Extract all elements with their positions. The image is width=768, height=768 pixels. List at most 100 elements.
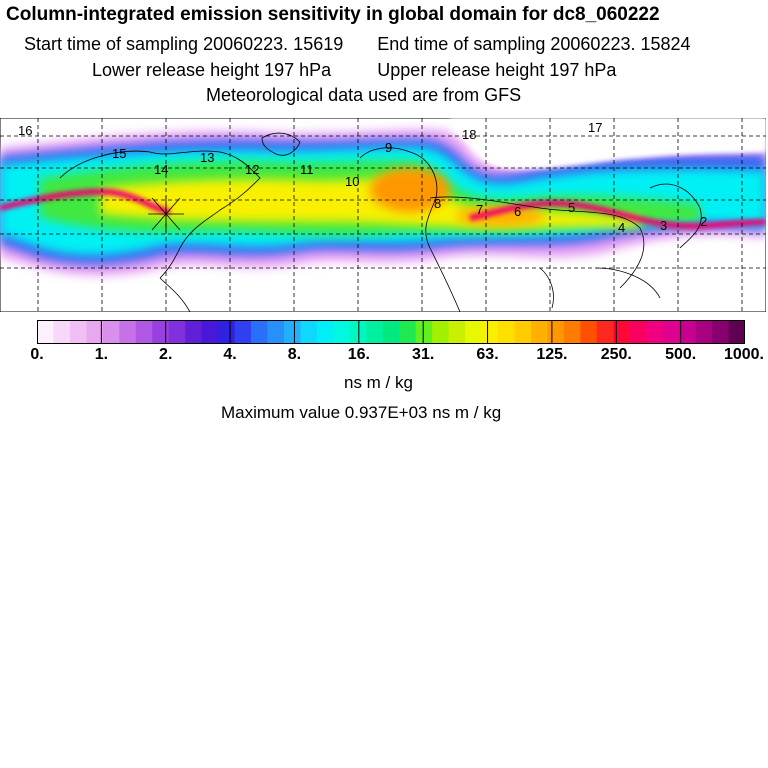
sampling-times: Start time of sampling 20060223. 15619 E… <box>24 34 691 55</box>
colorbar-tick-label: 2. <box>159 346 173 363</box>
colorbar-frame <box>37 320 745 344</box>
colorbar-swatch <box>415 320 433 344</box>
colorbar-tick-label: 4. <box>223 346 237 363</box>
max-label: Maximum value <box>221 403 341 422</box>
colorbar-swatch <box>712 320 730 344</box>
upper-height-label: Upper release height <box>377 60 545 80</box>
plume-gap <box>450 118 766 170</box>
lat-lon-grid <box>0 118 766 312</box>
colorbar-tick-label: 0. <box>30 346 44 363</box>
colorbar <box>36 320 746 344</box>
colorbar-swatch <box>316 320 334 344</box>
colorbar-swatch <box>37 320 54 344</box>
marker-14: 14 <box>154 162 168 177</box>
colorbar-tick-label: 8. <box>287 346 302 363</box>
colorbar-swatch <box>53 320 71 344</box>
marker-10: 10 <box>345 174 359 189</box>
marker-17: 17 <box>588 120 602 135</box>
colorbar-swatch <box>185 320 203 344</box>
colorbar-swatches <box>36 320 746 344</box>
jet-streak <box>0 188 171 215</box>
colorbar-swatch <box>481 320 499 344</box>
max-number: 0.937E+03 <box>344 403 428 422</box>
colorbar-swatch <box>679 320 697 344</box>
marker-7: 7 <box>476 202 483 217</box>
colorbar-tick-label: 1. <box>94 346 109 363</box>
sensitivity-field <box>0 118 766 276</box>
colorbar-swatch <box>547 320 565 344</box>
marker-9: 9 <box>385 140 392 155</box>
colorbar-tick-label: 16. <box>347 346 370 363</box>
marker-4: 4 <box>618 220 625 235</box>
plume-orange-core <box>370 168 450 212</box>
colorbar-swatch <box>333 320 351 344</box>
marker-2: 2 <box>700 214 707 229</box>
colorbar-swatch <box>399 320 417 344</box>
colorbar-tick-label: 63. <box>476 346 499 363</box>
marker-13: 13 <box>200 150 214 165</box>
colorbar-swatch <box>530 320 548 344</box>
colorbar-swatch <box>135 320 153 344</box>
colorbar-swatch <box>168 320 186 344</box>
colorbar-swatch <box>728 320 746 344</box>
marker-6: 6 <box>514 204 521 219</box>
coastlines <box>59 132 702 312</box>
marker-12: 12 <box>245 162 259 177</box>
plume-orange-core-2 <box>456 206 544 226</box>
colorbar-swatch <box>86 320 104 344</box>
colorbar-swatch <box>596 320 614 344</box>
colorbar-swatch <box>119 320 137 344</box>
marker-11: 11 <box>300 162 314 177</box>
end-time-label: End time of sampling <box>377 34 546 54</box>
colorbar-swatch <box>563 320 581 344</box>
colorbar-swatch <box>465 320 483 344</box>
colorbar-units: ns m / kg <box>344 373 413 392</box>
colorbar-swatch <box>201 320 219 344</box>
colorbar-swatch <box>152 320 170 344</box>
colorbar-tick-label: 500. <box>665 346 697 363</box>
colorbar-swatch <box>267 320 285 344</box>
jet-streak-east <box>469 200 766 230</box>
start-time-label: Start time of sampling <box>24 34 199 54</box>
colorbar-swatch <box>300 320 318 344</box>
release-marker <box>148 196 184 232</box>
colorbar-swatch <box>629 320 647 344</box>
colorbar-swatch <box>514 320 532 344</box>
marker-18: 18 <box>462 127 476 142</box>
lower-height-label: Lower release height <box>92 60 260 80</box>
colorbar-tick-label: 125. <box>536 346 568 363</box>
marker-16: 16 <box>18 123 32 138</box>
release-heights: Lower release height 197 hPa Upper relea… <box>92 60 616 81</box>
marker-5: 5 <box>568 200 575 215</box>
colorbar-swatch <box>251 320 269 344</box>
colorbar-tick-label: 31. <box>412 346 435 363</box>
colorbar-swatch <box>366 320 384 344</box>
marker-8: 8 <box>434 196 441 211</box>
colorbar-swatch <box>283 320 301 344</box>
colorbar-swatch <box>102 320 120 344</box>
emission-sensitivity-map: 16 15 14 13 12 11 10 9 8 7 6 5 4 3 2 18 … <box>0 118 766 312</box>
colorbar-swatch <box>69 320 87 344</box>
start-time-value: 20060223. 15619 <box>203 34 344 54</box>
colorbar-swatch <box>646 320 664 344</box>
colorbar-swatch <box>613 320 631 344</box>
colorbar-swatch <box>695 320 713 344</box>
colorbar-swatch <box>662 320 680 344</box>
end-time-value: 20060223. 15824 <box>550 34 691 54</box>
marker-15: 15 <box>112 146 126 161</box>
met-data-source: Meteorological data used are from GFS <box>206 85 522 105</box>
colorbar-tick-label: 1000. <box>723 346 764 363</box>
marker-3: 3 <box>660 218 667 233</box>
colorbar-swatch <box>218 320 236 344</box>
colorbar-tick-label: 250. <box>600 346 632 363</box>
colorbar-swatch <box>580 320 598 344</box>
maximum-value: Maximum value 0.937E+03 ns m / kg <box>221 403 501 423</box>
colorbar-swatch <box>432 320 450 344</box>
colorbar-swatch <box>382 320 400 344</box>
plot-title: Column-integrated emission sensitivity i… <box>6 4 660 25</box>
upper-height-value: 197 hPa <box>549 60 617 80</box>
max-units: ns m / kg <box>432 403 502 422</box>
colorbar-swatch <box>234 320 252 344</box>
trajectory-labels: 16 15 14 13 12 11 10 9 8 7 6 5 4 3 2 18 … <box>18 120 707 235</box>
lower-height-value: 197 hPa <box>264 60 332 80</box>
